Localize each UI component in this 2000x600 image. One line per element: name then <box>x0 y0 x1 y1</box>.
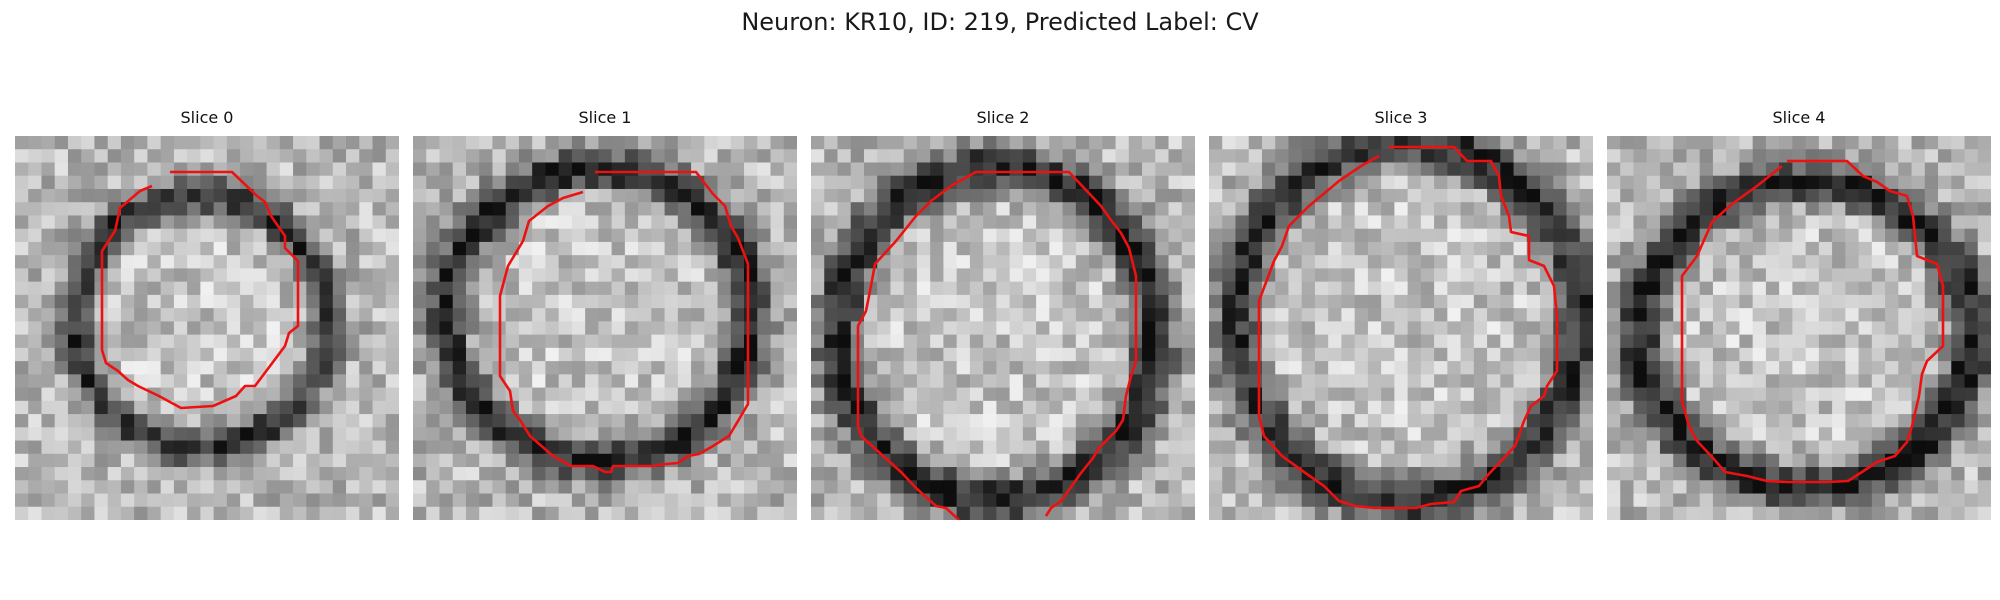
slice-image-4 <box>1607 136 1991 520</box>
slice-title-2: Slice 2 <box>811 108 1195 127</box>
slice-title-4: Slice 4 <box>1607 108 1991 127</box>
slice-image-3 <box>1209 136 1593 520</box>
figure-title: Neuron: KR10, ID: 219, Predicted Label: … <box>0 8 2000 36</box>
slice-title-0: Slice 0 <box>15 108 399 127</box>
slice-title-1: Slice 1 <box>413 108 797 127</box>
slice-image-2 <box>811 136 1195 520</box>
slice-title-3: Slice 3 <box>1209 108 1593 127</box>
slice-image-1 <box>413 136 797 520</box>
slice-image-0 <box>15 136 399 520</box>
